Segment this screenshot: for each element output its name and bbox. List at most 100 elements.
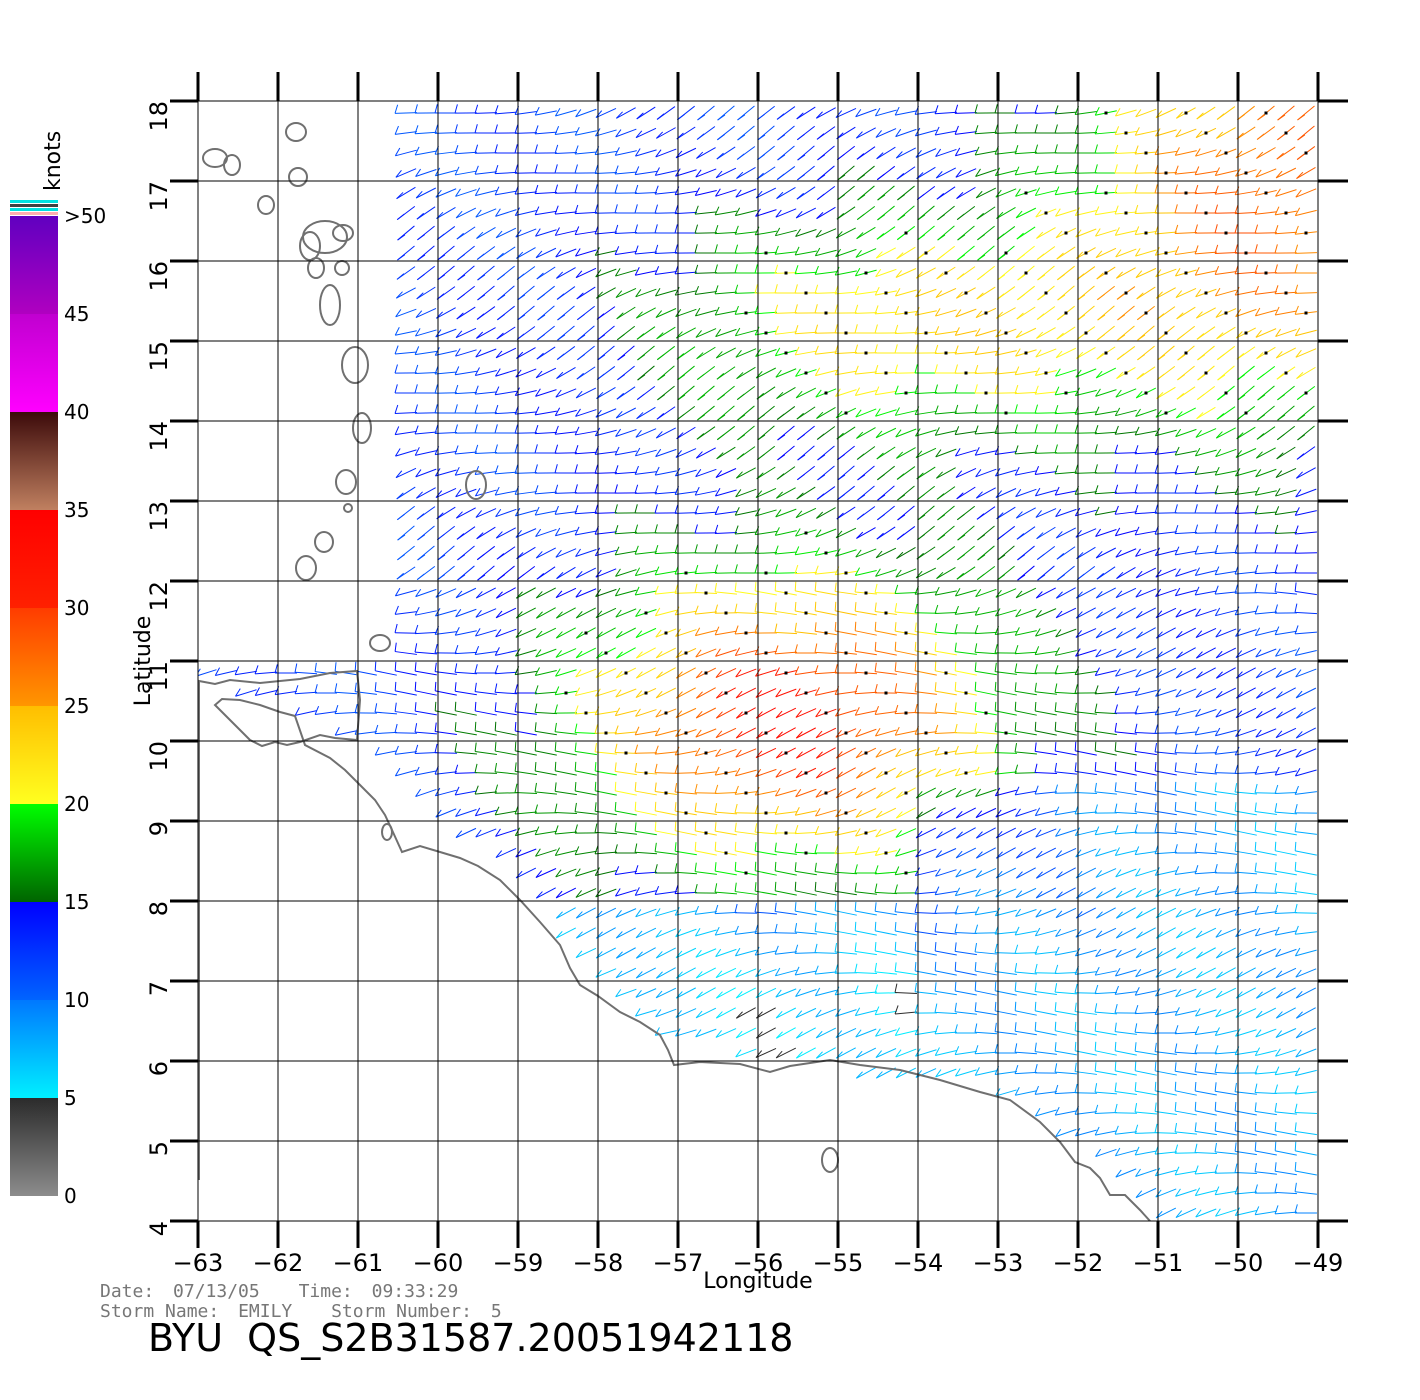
- wind-barb: [594, 247, 617, 256]
- wind-barb: [1274, 904, 1298, 915]
- wind-barb: [894, 603, 918, 615]
- wind-barb: [854, 267, 877, 277]
- wind-barb: [555, 248, 577, 258]
- wind-barb: [974, 606, 997, 616]
- wind-barb: [435, 588, 457, 598]
- wind-barb: [1255, 1028, 1277, 1038]
- wind-barb: [414, 346, 437, 356]
- wind-barb: [497, 565, 515, 581]
- wind-barb: [1114, 227, 1137, 236]
- wind-barb: [1175, 908, 1197, 918]
- wind-barb: [675, 147, 697, 159]
- wind-barb: [1194, 567, 1217, 577]
- wind-barb: [775, 988, 797, 998]
- wind-barb: [1114, 1022, 1137, 1035]
- wind-barb: [1094, 966, 1117, 976]
- wind-barb: [675, 707, 697, 719]
- wind-barb: [737, 105, 755, 121]
- wind-barb: [695, 967, 716, 979]
- wind-barb: [1034, 742, 1057, 756]
- wind-barb: [695, 728, 717, 738]
- wind-barb: [894, 1005, 918, 1015]
- wind-barb: [694, 486, 717, 496]
- wind-barb: [1015, 488, 1037, 498]
- wind-barb: [1114, 985, 1137, 995]
- wind-barb: [554, 107, 577, 117]
- wind-barb: [1135, 607, 1157, 619]
- wind-barb: [1254, 205, 1277, 215]
- wind-barb: [1195, 647, 1216, 659]
- wind-barb: [394, 104, 418, 114]
- wind-barb: [1154, 1123, 1178, 1134]
- wind-barb: [754, 581, 777, 596]
- wind-barb: [495, 227, 517, 239]
- wind-barb: [854, 663, 878, 675]
- wind-barb: [735, 348, 757, 358]
- wind-barb: [1174, 743, 1198, 754]
- wind-barb: [1055, 208, 1077, 217]
- wind-barb: [1214, 185, 1237, 195]
- wind-barb: [956, 266, 976, 280]
- wind-barb: [895, 767, 917, 779]
- wind-barb: [894, 306, 917, 316]
- wind-barb: [477, 265, 495, 281]
- wind-barb: [954, 1024, 978, 1034]
- wind-barb: [1116, 566, 1136, 580]
- wind-barb: [714, 766, 737, 776]
- wind-barb: [434, 722, 457, 735]
- wind-barb: [834, 863, 858, 875]
- wind-barb: [1174, 1122, 1197, 1135]
- wind-barb: [1094, 444, 1118, 454]
- wind-barb: [894, 726, 917, 736]
- wind-barb: [574, 204, 598, 215]
- wind-barb: [734, 803, 758, 814]
- wind-barb: [855, 1028, 877, 1038]
- wind-barb: [994, 722, 1017, 736]
- wind-barb: [634, 267, 657, 276]
- wind-barb: [694, 783, 718, 794]
- wind-barb: [1194, 245, 1218, 255]
- wind-barb: [534, 762, 557, 776]
- wind-barb: [875, 128, 897, 138]
- wind-barb: [554, 704, 578, 714]
- wind-barb: [434, 681, 457, 696]
- wind-barb: [1095, 887, 1116, 899]
- wind-barb: [1275, 167, 1297, 179]
- wind-barb: [494, 424, 518, 434]
- wind-barb: [775, 1047, 797, 1059]
- wind-barb: [1114, 742, 1137, 756]
- wind-barb: [774, 284, 798, 294]
- wind-barb: [477, 285, 495, 301]
- wind-barb: [1135, 267, 1157, 279]
- wind-barb: [975, 187, 997, 199]
- wind-barb: [754, 903, 778, 915]
- wind-barb: [1175, 888, 1197, 897]
- island: [257, 195, 275, 215]
- time-label: Time:: [299, 1281, 353, 1302]
- wind-barb: [654, 185, 677, 195]
- wind-barb: [914, 384, 938, 395]
- wind-barb: [555, 648, 577, 658]
- wind-barb: [1174, 1025, 1198, 1035]
- wind-barb: [1155, 607, 1177, 619]
- wind-barb: [1095, 247, 1117, 259]
- wind-barb: [776, 406, 796, 420]
- wind-barb: [1294, 1204, 1318, 1214]
- wind-barb: [577, 345, 595, 361]
- wind-barb: [1155, 927, 1176, 939]
- wind-barb: [994, 347, 1017, 356]
- wind-barb: [915, 768, 937, 778]
- wind-barb: [554, 686, 577, 696]
- wind-barb: [537, 285, 555, 301]
- wind-barb: [854, 685, 878, 695]
- wind-barb: [1175, 927, 1196, 939]
- wind-barb: [1056, 326, 1076, 340]
- wind-barb: [1214, 763, 1238, 774]
- wind-barb: [954, 327, 977, 336]
- wind-barb: [1255, 728, 1277, 738]
- wind-barb: [874, 621, 897, 636]
- wind-barb: [456, 226, 476, 240]
- wind-barb: [456, 306, 476, 320]
- storm-line: Storm Name: EMILY Storm Number: 5: [100, 1301, 502, 1322]
- wind-barb: [534, 144, 558, 154]
